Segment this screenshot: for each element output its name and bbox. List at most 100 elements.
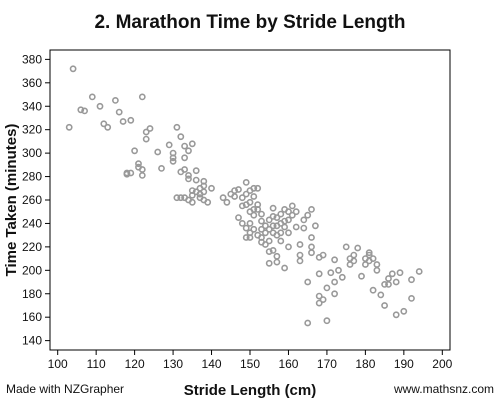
data-point	[165, 141, 173, 149]
data-point	[250, 184, 258, 192]
y-tick-label: 200	[22, 263, 42, 277]
data-point	[315, 292, 323, 300]
y-tick-label: 280	[22, 170, 42, 184]
data-point	[138, 166, 146, 173]
data-point	[242, 178, 250, 186]
data-point	[415, 268, 423, 275]
data-point	[104, 123, 112, 131]
y-tick-label: 340	[22, 99, 42, 113]
data-point	[258, 210, 265, 218]
data-point	[269, 222, 277, 230]
data-point	[319, 296, 327, 303]
x-tick-label: 180	[355, 357, 375, 371]
x-tick-label: 120	[125, 357, 145, 371]
data-point	[396, 269, 404, 277]
data-point	[173, 123, 181, 131]
data-point	[269, 204, 277, 212]
data-point	[181, 154, 188, 162]
data-point	[188, 140, 196, 148]
data-point	[208, 184, 215, 192]
data-point	[185, 171, 192, 179]
data-point	[304, 319, 312, 327]
data-point	[308, 249, 315, 257]
x-axis-label: Stride Length (cm)	[184, 382, 317, 399]
data-point	[327, 269, 335, 277]
data-point	[185, 175, 192, 183]
data-point	[138, 171, 146, 179]
data-point	[315, 270, 323, 278]
data-point	[81, 107, 88, 115]
data-point	[123, 169, 131, 177]
data-point	[358, 272, 365, 280]
data-point	[373, 266, 381, 274]
y-tick-label: 140	[22, 334, 42, 348]
data-point	[308, 205, 315, 213]
y-tick-label: 300	[22, 146, 42, 160]
website-link[interactable]: www.mathsnz.com	[393, 382, 494, 396]
data-point	[277, 229, 285, 237]
data-point	[261, 222, 269, 230]
data-point	[265, 225, 273, 233]
data-point	[350, 257, 358, 265]
data-point	[292, 223, 300, 231]
data-point	[331, 290, 338, 298]
data-point	[77, 106, 85, 114]
x-tick-label: 200	[432, 357, 452, 371]
data-point	[269, 212, 277, 220]
data-point	[238, 219, 246, 227]
data-point	[342, 243, 350, 251]
y-axis: 140 160 180 200 220 240 260 280 300 320 340 360 380	[22, 52, 50, 348]
y-tick-label: 320	[22, 123, 42, 137]
data-point	[273, 258, 281, 266]
data-point	[381, 280, 388, 288]
y-axis-label: Time Taken (minutes)	[3, 124, 20, 277]
data-point	[200, 182, 208, 190]
data-point	[112, 97, 119, 104]
y-tick-label: 180	[22, 287, 42, 301]
data-point	[335, 266, 342, 274]
data-point	[265, 248, 273, 255]
data-point	[242, 224, 250, 232]
data-point	[369, 286, 377, 294]
data-point	[242, 190, 250, 198]
data-point	[246, 234, 254, 241]
x-tick-label: 150	[240, 357, 260, 371]
data-point	[158, 164, 165, 172]
data-point	[408, 294, 415, 302]
data-point	[292, 208, 300, 216]
data-point	[238, 202, 246, 210]
data-point	[323, 317, 331, 325]
data-point	[250, 193, 258, 200]
data-point	[300, 216, 308, 224]
data-point	[285, 208, 292, 216]
data-point	[188, 198, 196, 206]
data-point	[127, 116, 135, 124]
data-point	[115, 108, 123, 116]
y-tick-label: 260	[22, 193, 42, 207]
data-point	[246, 219, 254, 227]
data-point	[392, 278, 400, 286]
x-tick-label: 190	[394, 357, 414, 371]
data-point	[169, 157, 177, 165]
data-point	[235, 214, 242, 221]
data-point	[254, 205, 262, 213]
data-point	[96, 102, 104, 110]
data-point	[173, 194, 181, 202]
data-point	[246, 198, 254, 206]
data-point	[119, 118, 127, 125]
data-point	[192, 176, 200, 184]
data-point	[188, 191, 196, 199]
data-point	[242, 234, 250, 241]
data-point	[131, 147, 138, 155]
data-point	[254, 184, 262, 192]
data-point	[265, 259, 273, 267]
data-point	[169, 149, 177, 157]
data-point	[200, 188, 208, 196]
x-tick-label: 160	[278, 357, 298, 371]
data-point	[65, 123, 73, 131]
data-point	[250, 211, 258, 219]
data-point	[377, 291, 385, 299]
data-point	[346, 261, 354, 268]
y-tick-label: 380	[22, 52, 42, 66]
